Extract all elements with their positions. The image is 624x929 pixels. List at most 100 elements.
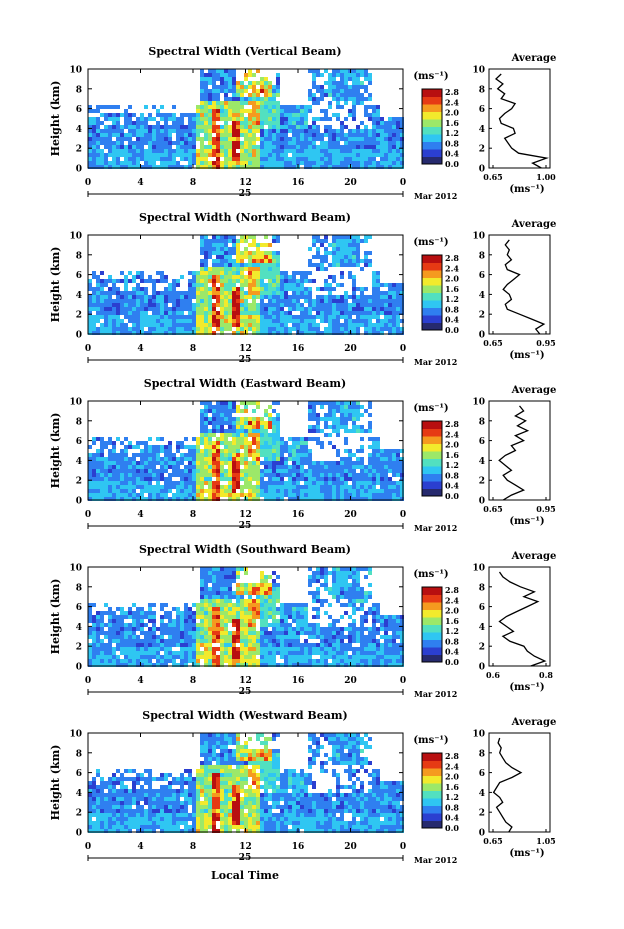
heatmap-cell: [120, 149, 124, 153]
heatmap-cell: [168, 165, 172, 169]
heatmap-cell: [224, 615, 228, 619]
heatmap-cell: [336, 473, 340, 477]
heatmap-cell: [344, 259, 348, 263]
heatmap-cell: [252, 89, 256, 93]
heatmap-cell: [276, 259, 280, 263]
heatmap-cell: [368, 485, 372, 489]
heatmap-cell: [128, 307, 132, 311]
heatmap-cell: [256, 615, 260, 619]
colorbar-tick-label: 1.6: [445, 118, 459, 128]
heatmap-cell: [304, 153, 308, 157]
heatmap-cell: [340, 133, 344, 137]
heatmap-cell: [120, 635, 124, 639]
heatmap-cell: [344, 101, 348, 105]
heatmap-cell: [208, 69, 212, 73]
heatmap-cell: [220, 283, 224, 287]
heatmap-cell: [100, 153, 104, 157]
heatmap-cell: [364, 85, 368, 89]
heatmap-cell: [132, 623, 136, 627]
heatmap-cell: [120, 627, 124, 631]
heatmap-cell: [356, 425, 360, 429]
heatmap-cell: [256, 319, 260, 323]
heatmap-cell: [200, 303, 204, 307]
heatmap-cell: [208, 77, 212, 81]
heatmap-cell: [188, 283, 192, 287]
average-y-tick-label: 8: [479, 251, 485, 261]
heatmap-cell: [300, 153, 304, 157]
heatmap-cell: [312, 307, 316, 311]
heatmap-cell: [136, 497, 140, 501]
heatmap-cell: [284, 291, 288, 295]
heatmap-cell: [332, 263, 336, 267]
heatmap-cell: [240, 409, 244, 413]
heatmap-cell: [292, 441, 296, 445]
heatmap-cell: [248, 643, 252, 647]
heatmap-cell: [292, 279, 296, 283]
heatmap-cell: [268, 153, 272, 157]
heatmap-cell: [252, 603, 256, 607]
heatmap-cell: [112, 465, 116, 469]
heatmap-cell: [264, 449, 268, 453]
heatmap-cell: [304, 133, 308, 137]
heatmap-cell: [352, 89, 356, 93]
heatmap-cell: [268, 327, 272, 331]
heatmap-cell: [400, 149, 404, 153]
heatmap-cell: [332, 85, 336, 89]
heatmap-cell: [344, 493, 348, 497]
y-tick-label: 6: [76, 105, 82, 115]
heatmap-cell: [332, 331, 336, 335]
heatmap-cell: [256, 457, 260, 461]
heatmap-cell: [316, 239, 320, 243]
heatmap-cell: [260, 133, 264, 137]
heatmap-cell: [212, 655, 216, 659]
heatmap-cell: [372, 141, 376, 145]
heatmap-cell: [176, 129, 180, 133]
heatmap-cell: [352, 319, 356, 323]
heatmap-cell: [148, 643, 152, 647]
heatmap-cell: [132, 461, 136, 465]
heatmap-cell: [164, 449, 168, 453]
heatmap-cell: [344, 77, 348, 81]
heatmap-cell: [392, 323, 396, 327]
heatmap-cell: [256, 109, 260, 113]
heatmap-cell: [272, 409, 276, 413]
heatmap-cell: [248, 287, 252, 291]
heatmap-cell: [384, 153, 388, 157]
heatmap-cell: [292, 477, 296, 481]
heatmap-cell: [272, 97, 276, 101]
heatmap-cell: [240, 461, 244, 465]
heatmap-cell: [224, 81, 228, 85]
heatmap-cell: [352, 485, 356, 489]
heatmap-cell: [88, 307, 92, 311]
heatmap-cell: [220, 271, 224, 275]
heatmap-cell: [160, 663, 164, 667]
heatmap-cell: [108, 611, 112, 615]
heatmap-cell: [184, 303, 188, 307]
heatmap-cell: [216, 303, 220, 307]
heatmap-cell: [276, 485, 280, 489]
heatmap-cell: [260, 327, 264, 331]
heatmap-cell: [260, 149, 264, 153]
heatmap-cell: [312, 429, 316, 433]
heatmap-cell: [188, 473, 192, 477]
heatmap-cell: [260, 583, 264, 587]
heatmap-cell: [148, 299, 152, 303]
heatmap-cell: [296, 271, 300, 275]
heatmap-cell: [164, 461, 168, 465]
heatmap-cell: [136, 331, 140, 335]
heatmap-cell: [340, 311, 344, 315]
heatmap-cell: [284, 449, 288, 453]
heatmap-cell: [180, 129, 184, 133]
heatmap-cell: [96, 129, 100, 133]
heatmap-cell: [332, 461, 336, 465]
heatmap-cell: [292, 453, 296, 457]
heatmap-cell: [144, 481, 148, 485]
heatmap-cell: [368, 133, 372, 137]
heatmap-cell: [180, 619, 184, 623]
heatmap-cell: [88, 603, 92, 607]
heatmap-cell: [224, 247, 228, 251]
heatmap-cell: [360, 315, 364, 319]
heatmap-cell: [388, 161, 392, 165]
heatmap-cell: [280, 437, 284, 441]
heatmap-cell: [224, 73, 228, 77]
